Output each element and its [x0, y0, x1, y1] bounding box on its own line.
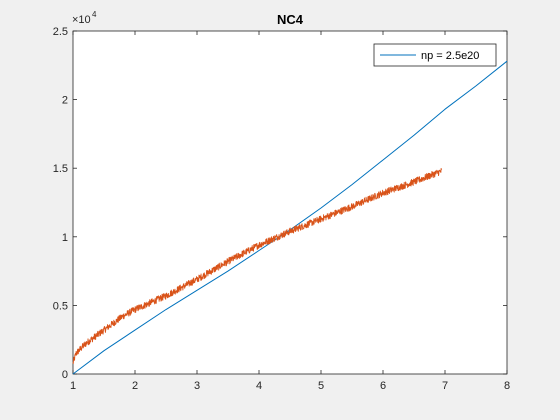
chart-title: NC4 [277, 12, 304, 27]
y-tick-label: 0 [62, 369, 68, 381]
x-tick-label: 4 [256, 380, 262, 392]
y-tick-label: 2.5 [53, 26, 68, 38]
x-tick-label: 2 [132, 380, 138, 392]
y-exponent-base: ×10 [72, 14, 91, 26]
x-tick-label: 1 [70, 380, 76, 392]
x-tick-label: 6 [380, 380, 386, 392]
x-tick-label: 7 [442, 380, 448, 392]
legend-label-np: np = 2.5e20 [421, 50, 479, 62]
x-tick-label: 5 [318, 380, 324, 392]
y-exponent-power: 4 [92, 10, 97, 19]
y-tick-label: 1.5 [53, 163, 68, 175]
legend: np = 2.5e20 [374, 44, 496, 66]
x-tick-label: 8 [504, 380, 510, 392]
y-tick-label: 2 [62, 95, 68, 107]
plot-area [73, 31, 507, 374]
y-tick-label: 1 [62, 232, 68, 244]
y-tick-label: 0.5 [53, 300, 68, 312]
x-tick-label: 3 [194, 380, 200, 392]
